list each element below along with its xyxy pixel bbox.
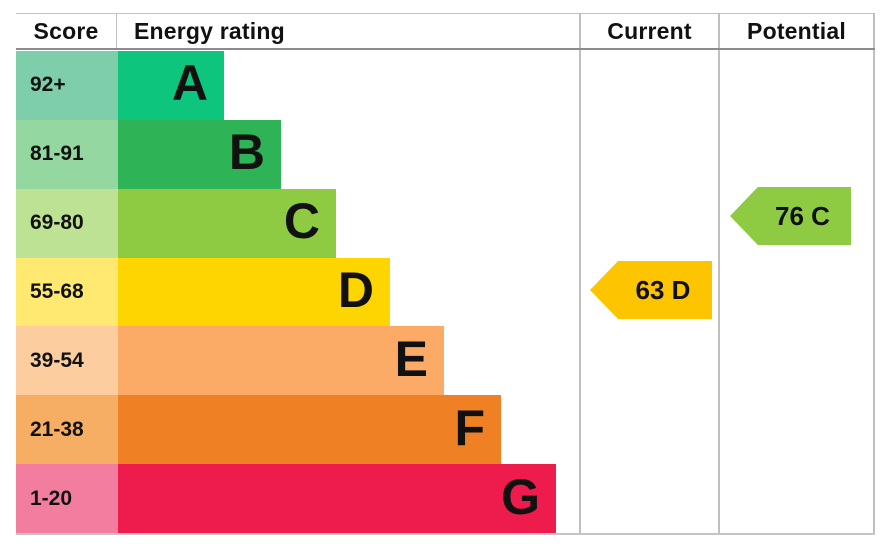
grid-line-top — [16, 13, 875, 14]
score-range-d: 55-68 — [16, 257, 118, 327]
rating-letter-e: E — [394, 330, 428, 387]
score-range-e: 39-54 — [16, 326, 118, 396]
band-row-g: 1-20 G — [16, 464, 580, 534]
rating-letter-c: C — [283, 193, 320, 250]
rating-bar-f: F — [118, 395, 501, 465]
rating-bar-a: A — [118, 51, 224, 120]
potential-indicator-arrow: 76 C — [730, 187, 851, 245]
current-header: Current — [607, 17, 692, 44]
band-row-c: 69-80 C — [16, 188, 580, 258]
score-range-c: 69-80 — [16, 188, 118, 258]
band-row-e: 39-54 E — [16, 326, 580, 396]
rating-letter-a: A — [171, 55, 208, 112]
score-range-f: 21-38 — [16, 395, 118, 465]
energy-rating-header: Energy rating — [134, 17, 285, 44]
grid-line-score-divider — [116, 13, 117, 48]
band-row-a: 92+ A — [16, 51, 580, 120]
grid-line-bottom — [16, 533, 875, 535]
potential-value-label: 76 C — [775, 200, 830, 231]
current-value-label: 63 D — [635, 274, 691, 305]
rating-bar-g: G — [118, 464, 556, 534]
band-row-d: 55-68 D — [16, 257, 580, 327]
rating-bar-c: C — [118, 188, 336, 258]
grid-line-header-bottom — [16, 48, 875, 50]
rating-bar-d: D — [118, 257, 390, 327]
grid-line-right — [873, 13, 875, 535]
rating-bar-b: B — [118, 119, 281, 189]
score-range-g: 1-20 — [16, 464, 118, 534]
rating-bands: 92+ A 81-91 B 69-80 C 55-68 D 39-54 — [16, 51, 580, 534]
rating-bar-e: E — [118, 326, 444, 396]
band-row-f: 21-38 F — [16, 395, 580, 465]
current-indicator-arrow: 63 D — [590, 261, 712, 319]
score-header: Score — [33, 17, 99, 44]
rating-letter-f: F — [454, 399, 485, 456]
potential-header: Potential — [747, 17, 846, 44]
rating-letter-b: B — [228, 124, 265, 181]
band-row-b: 81-91 B — [16, 119, 580, 189]
score-range-a: 92+ — [16, 51, 118, 120]
grid-line-current-left — [579, 13, 581, 535]
rating-letter-g: G — [501, 468, 540, 525]
grid-line-potential-left — [718, 13, 720, 535]
rating-letter-d: D — [337, 262, 374, 318]
score-range-b: 81-91 — [16, 119, 118, 189]
